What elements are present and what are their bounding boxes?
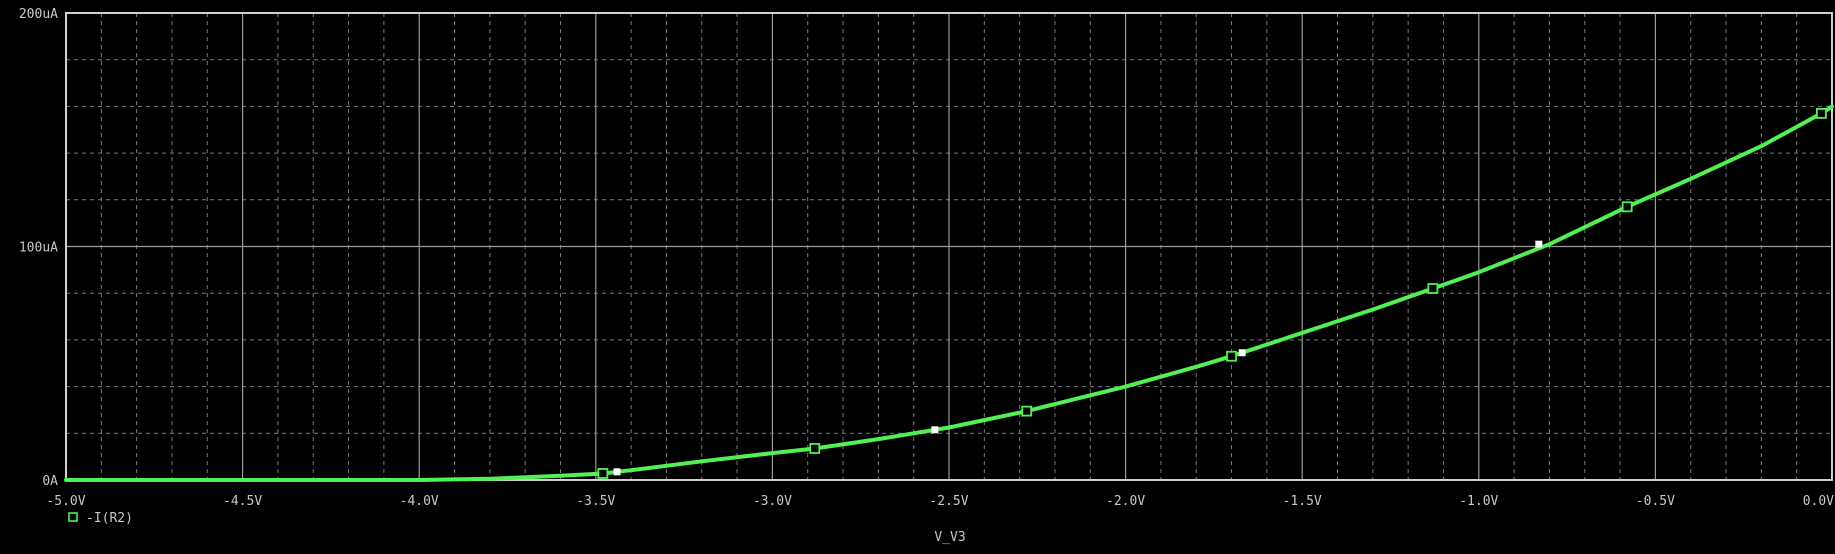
series-line-minus-i-r2 (64, 104, 1834, 482)
x-tick-label: 0.0V (1803, 494, 1834, 509)
y-tick-label: 0A (42, 474, 58, 489)
trace-marker-point (809, 443, 821, 454)
cursor-sample-point (1238, 349, 1246, 357)
x-tick-label: -4.0V (400, 494, 439, 509)
x-axis-label: V_V3 (934, 530, 965, 545)
y-tick-label: 200uA (19, 7, 58, 22)
trace-marker-point (1226, 350, 1237, 362)
legend[interactable]: -I(R2) (68, 511, 133, 526)
x-tick-label: -1.0V (1459, 494, 1498, 509)
cursor-sample-point (1535, 240, 1543, 248)
trace-marker-point (1621, 201, 1633, 213)
x-tick-label: -2.5V (929, 494, 968, 509)
trace-marker-point (597, 468, 609, 479)
x-tick-label: -3.0V (753, 494, 792, 509)
x-axis-ticks: -5.0V -4.5V -4.0V -3.5V -3.0V -2.5V -2.0V -1.5V… (46, 494, 1834, 509)
plot-frame (65, 12, 1833, 481)
x-tick-label: -1.5V (1283, 494, 1322, 509)
trace-marker-point (1021, 405, 1033, 417)
legend-marker-square-icon (68, 512, 78, 522)
y-tick-label: 100uA (19, 241, 58, 256)
cursor-sample-point (931, 426, 939, 434)
major-grid (65, 12, 1833, 481)
x-tick-label: -4.5V (223, 494, 262, 509)
cursor-sample-point (613, 468, 621, 476)
trace-marker-point (1816, 108, 1827, 119)
x-tick-label: -3.5V (576, 494, 615, 509)
legend-series-label: -I(R2) (86, 511, 133, 526)
x-tick-label: -5.0V (46, 494, 85, 509)
y-axis-ticks: 0A 100uA 200uA (19, 7, 58, 489)
x-tick-label: -2.0V (1106, 494, 1145, 509)
trace-layer (64, 104, 1834, 482)
x-tick-label: -0.5V (1636, 494, 1675, 509)
trace-marker-point (1427, 283, 1439, 294)
